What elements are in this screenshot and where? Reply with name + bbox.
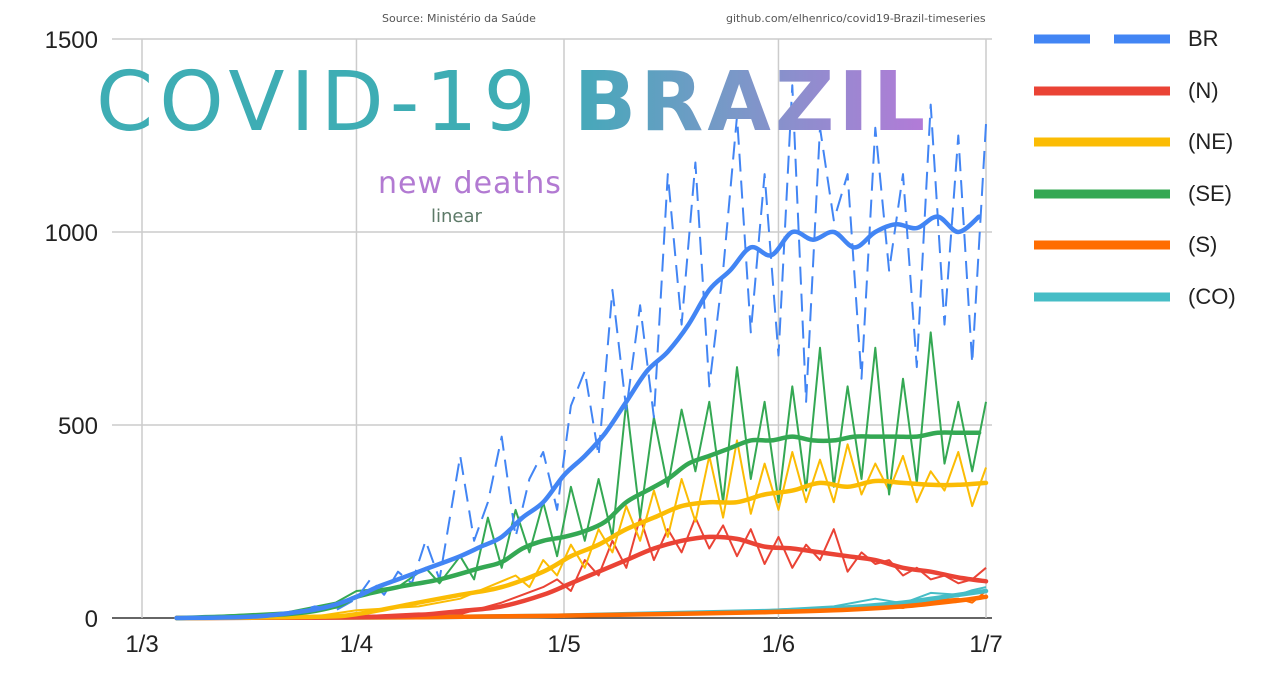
legend-swatch-co xyxy=(1034,292,1170,302)
series-n-average-line xyxy=(174,534,989,621)
legend-label-n: (N) xyxy=(1188,78,1219,103)
y-tick-label: 1500 xyxy=(45,27,98,54)
x-tick-label: 1/3 xyxy=(125,631,158,658)
legend-swatch-ne xyxy=(1034,137,1170,147)
repo-link[interactable]: github.com/elhenrico/covid19-Brazil-time… xyxy=(726,12,986,25)
x-tick-label: 1/7 xyxy=(969,631,1002,658)
legend-item-co[interactable]: (CO) xyxy=(1032,282,1272,312)
series-br-daily-line xyxy=(176,84,987,619)
x-tick-label: 1/4 xyxy=(340,631,373,658)
legend-swatch-se xyxy=(1034,189,1170,199)
smoothed-series-group xyxy=(174,214,989,621)
legend-label-ne: (NE) xyxy=(1188,129,1234,154)
legend-label-se: (SE) xyxy=(1188,181,1232,206)
legend-item-br[interactable]: BR xyxy=(1032,24,1272,54)
series-n-daily-line xyxy=(176,516,987,619)
y-tick-label: 1000 xyxy=(45,220,98,247)
scale-label: linear xyxy=(431,206,482,227)
legend-label-co: (CO) xyxy=(1188,284,1236,309)
x-tick-label: 1/5 xyxy=(547,631,580,658)
daily-series-group xyxy=(176,84,987,619)
chart-grid xyxy=(112,38,992,619)
y-axis-ticks: 0 500 1000 1500 xyxy=(45,27,98,633)
legend-label-br: BR xyxy=(1188,26,1219,51)
legend-item-se[interactable]: (SE) xyxy=(1032,179,1272,209)
legend-label-s: (S) xyxy=(1188,232,1218,257)
series-se-daily-line xyxy=(176,331,987,619)
legend-item-n[interactable]: (N) xyxy=(1032,76,1272,106)
x-axis-ticks: 1/3 1/4 1/5 1/6 1/7 xyxy=(125,631,1002,658)
legend-swatch-br xyxy=(1034,34,1170,44)
legend-item-ne[interactable]: (NE) xyxy=(1032,127,1272,157)
chart-title: COVID-19 BRAZIL xyxy=(96,62,929,144)
legend-swatch-n xyxy=(1034,86,1170,96)
y-tick-label: 0 xyxy=(85,606,98,633)
x-tick-label: 1/6 xyxy=(762,631,795,658)
title-country: BRAZIL xyxy=(573,55,930,150)
chart-subtitle: new deaths xyxy=(378,166,562,201)
legend-item-s[interactable]: (S) xyxy=(1032,230,1272,260)
source-note: Source: Ministério da Saúde xyxy=(382,12,536,25)
series-se-average-line xyxy=(174,430,982,621)
y-tick-label: 500 xyxy=(58,413,98,440)
title-prefix: COVID-19 xyxy=(96,55,574,150)
series-ne-average-line xyxy=(174,478,989,621)
series-br-average-line xyxy=(174,214,982,621)
legend-swatch-s xyxy=(1034,240,1170,250)
